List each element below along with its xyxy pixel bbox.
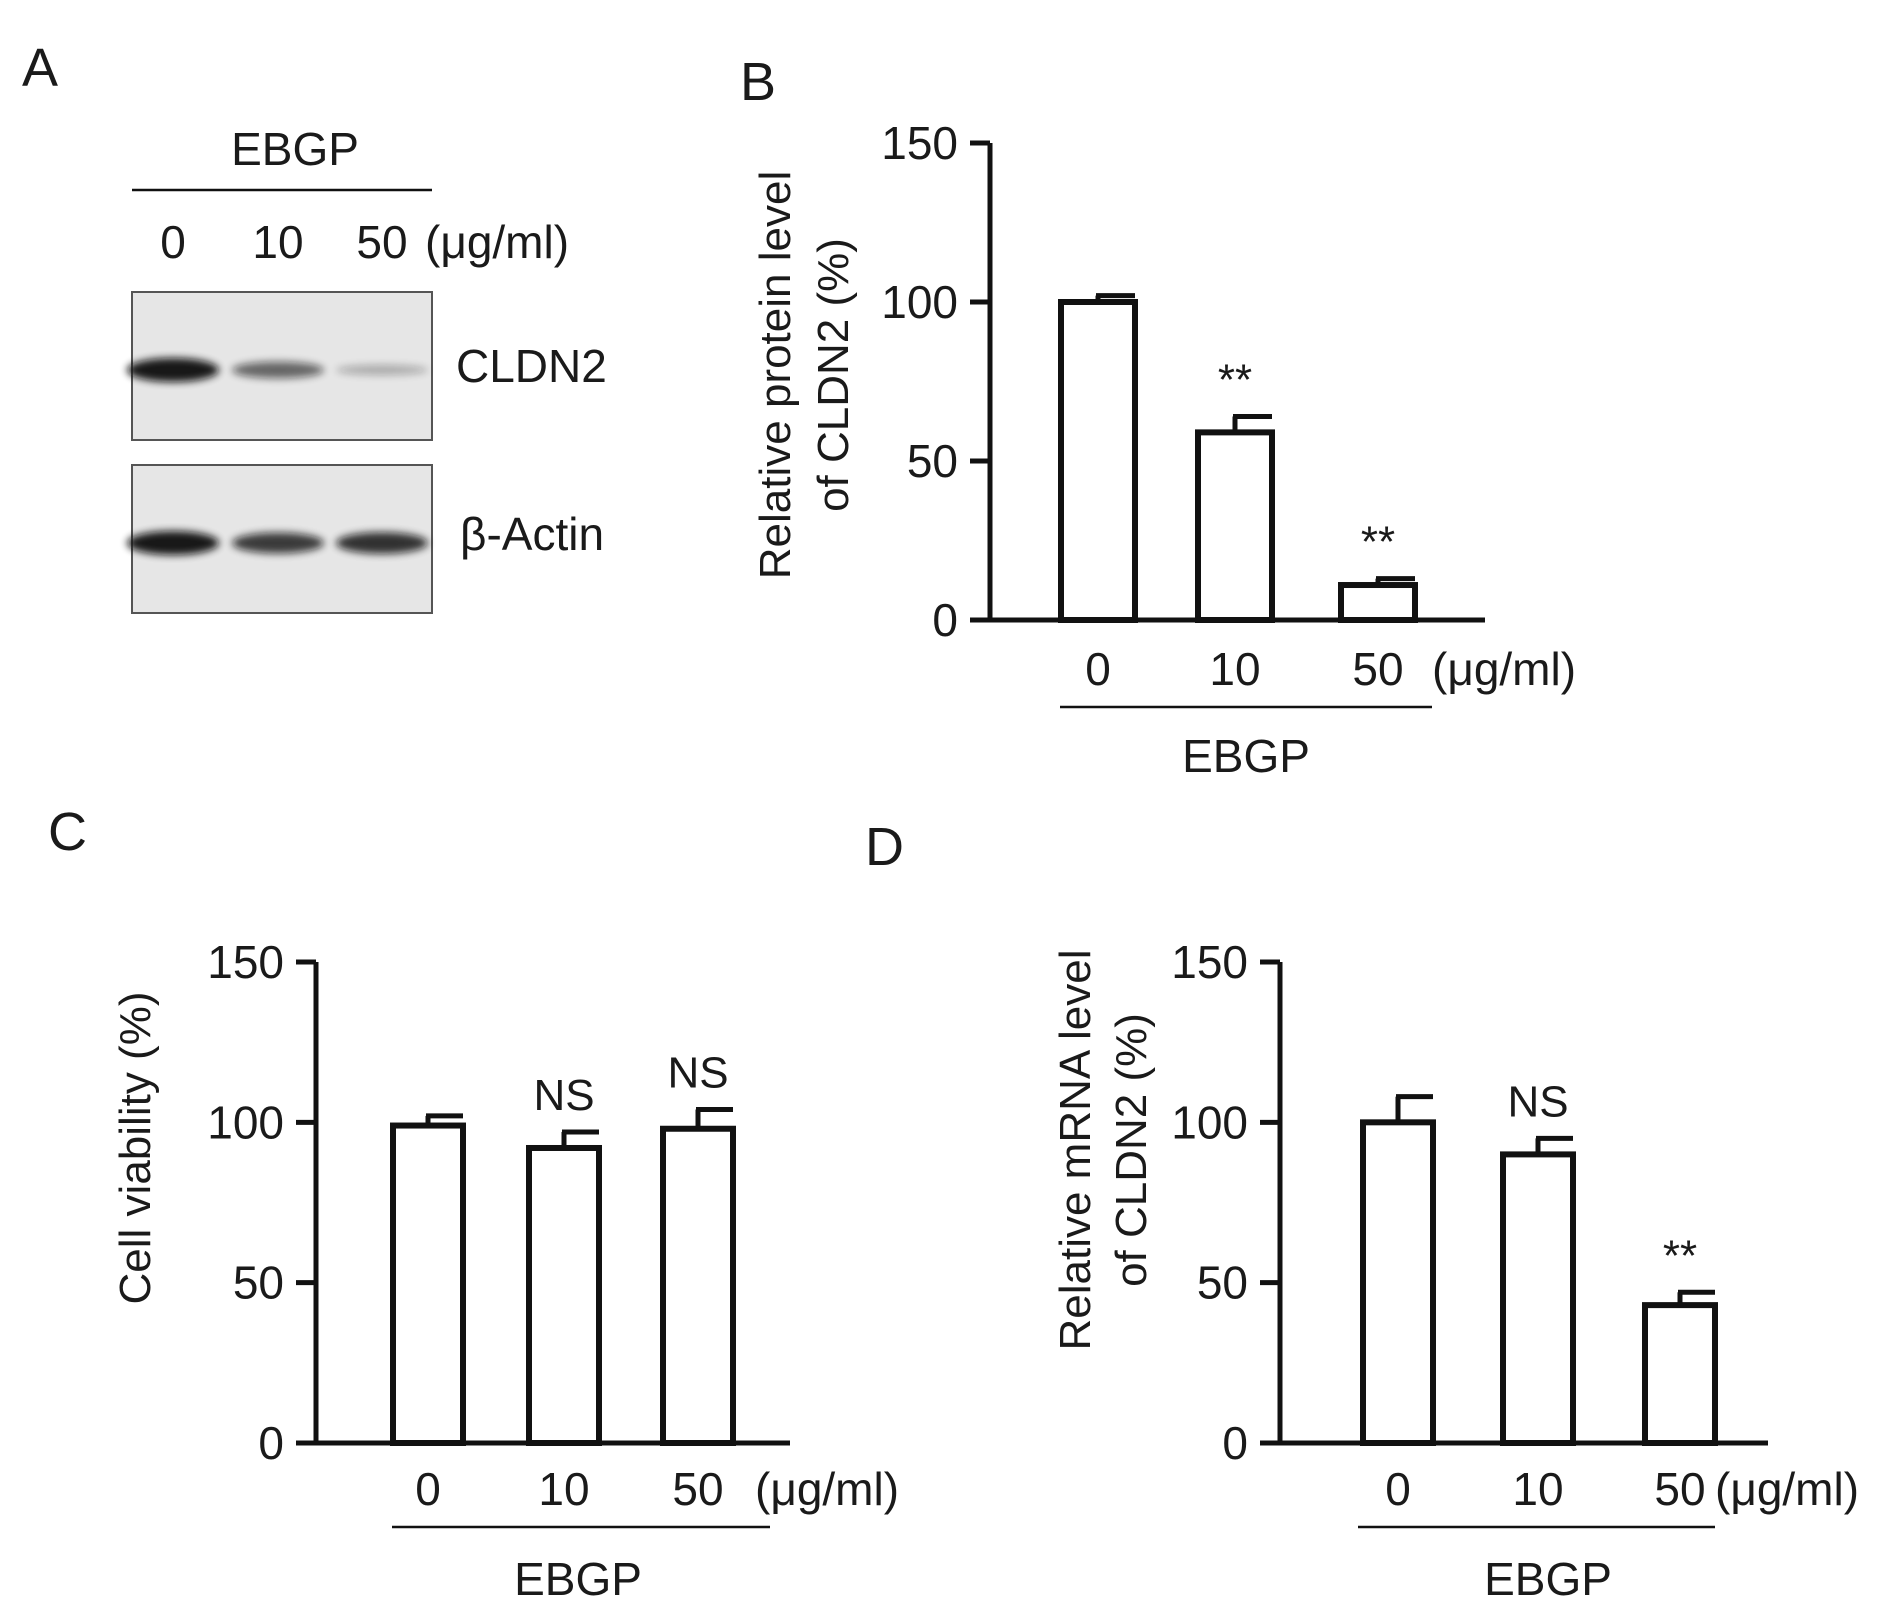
panel-c-significance-2: NS (667, 1049, 728, 1098)
panel-c-axes (313, 962, 790, 1446)
actin-bands (127, 531, 428, 555)
panel-d-group-label: EBGP (1484, 1553, 1612, 1605)
panel-c-chart: C Cell viability (%) 0 50 100 150 NS NS 0 10 5… (48, 802, 899, 1605)
panel-b-ytick-label-0: 0 (932, 594, 958, 646)
panel-b-x-labels: 0 10 50 (1085, 643, 1403, 695)
panel-d-bars: NS ** (1360, 1077, 1718, 1447)
panel-b-y-ticks: 0 50 100 150 (881, 117, 990, 646)
panel-d-ylabel-line2: of CLDN2 (%) (1107, 1013, 1156, 1287)
panel-b-xlabel-50: 50 (1352, 643, 1403, 695)
panel-b-bar-2 (1338, 582, 1418, 624)
panel-b-chart: B Relative protein level of CLDN2 (%) 0 5… (740, 52, 1576, 782)
cldn2-band-lane-1 (232, 361, 324, 379)
panel-d-xlabel-0: 0 (1385, 1463, 1411, 1515)
panel-c-ytick-label-150: 150 (207, 936, 284, 988)
panel-c-x-labels: 0 10 50 (415, 1463, 723, 1515)
blot-dose-0: 0 (160, 216, 186, 268)
panel-c-bars: NS NS (390, 1049, 736, 1447)
panel-a-letter: A (22, 38, 58, 98)
panel-c-group-label: EBGP (514, 1553, 642, 1605)
panel-c-ytick-label-100: 100 (207, 1096, 284, 1148)
panel-d-xlabel-50: 50 (1654, 1463, 1705, 1515)
panel-c-y-ticks: 0 50 100 150 (207, 936, 316, 1469)
panel-d-ytick-label-0: 0 (1222, 1417, 1248, 1469)
panel-c-ytick-label-0: 0 (258, 1417, 284, 1469)
cldn2-band-lane-0 (127, 358, 219, 382)
blot-unit: (μg/ml) (425, 216, 569, 268)
panel-c-bar-1 (526, 1144, 602, 1447)
panel-d-axes (1277, 962, 1768, 1446)
panel-d-bar-1 (1500, 1151, 1576, 1447)
panel-d-ytick-label-50: 50 (1197, 1257, 1248, 1309)
panel-d-unit: (μg/ml) (1715, 1463, 1859, 1515)
blot-dose-10: 10 (252, 216, 303, 268)
panel-d-chart: D Relative mRNA level of CLDN2 (%) 0 50 10… (865, 817, 1859, 1605)
panel-b-ytick-label-50: 50 (907, 435, 958, 487)
panel-c-letter: C (48, 802, 87, 862)
panel-d-y-ticks: 0 50 100 150 (1171, 936, 1280, 1469)
panel-b-bar-0 (1058, 299, 1138, 623)
panel-b-ylabel-line1: Relative protein level (751, 171, 800, 579)
panel-a-western-blot: A EBGP 0 10 50 (μg/ml) CLDN2 β-Actin (22, 38, 607, 614)
panel-d-significance-2: ** (1663, 1231, 1697, 1280)
panel-b-xlabel-10: 10 (1209, 643, 1260, 695)
panel-d-letter: D (865, 817, 904, 877)
panel-c-xlabel-10: 10 (538, 1463, 589, 1515)
panel-d-significance-1: NS (1507, 1077, 1568, 1126)
panel-c-xlabel-50: 50 (672, 1463, 723, 1515)
panel-d-ytick-label-150: 150 (1171, 936, 1248, 988)
actin-band-lane-2 (336, 532, 428, 554)
actin-band-lane-0 (127, 531, 219, 555)
blot-band-label-actin: β-Actin (460, 508, 604, 560)
panel-c-unit: (μg/ml) (755, 1463, 899, 1515)
panel-c-ytick-label-50: 50 (233, 1257, 284, 1309)
panel-b-ylabel-line2: of CLDN2 (%) (809, 238, 858, 512)
cldn2-bands (127, 358, 428, 382)
panel-b-ytick-label-100: 100 (881, 276, 958, 328)
panel-d-bar-2 (1642, 1302, 1718, 1446)
blot-band-label-cldn2: CLDN2 (456, 340, 607, 392)
panel-b-letter: B (740, 52, 776, 112)
actin-band-lane-1 (232, 532, 324, 554)
panel-d-xlabel-10: 10 (1512, 1463, 1563, 1515)
panel-d-bar-0 (1360, 1119, 1436, 1447)
panel-b-xlabel-0: 0 (1085, 643, 1111, 695)
panel-b-significance-2: ** (1361, 518, 1395, 567)
panel-c-bar-2 (660, 1125, 736, 1447)
panel-b-ytick-label-150: 150 (881, 117, 958, 169)
panel-d-ytick-label-100: 100 (1171, 1096, 1248, 1148)
blot-dose-50: 50 (356, 216, 407, 268)
panel-b-bars: ** ** (1058, 293, 1418, 624)
panel-b-group-label: EBGP (1182, 730, 1310, 782)
panel-c-ylabel: Cell viability (%) (111, 992, 160, 1305)
panel-d-x-labels: 0 10 50 (1385, 1463, 1705, 1515)
panel-c-significance-1: NS (533, 1071, 594, 1120)
panel-c-bar-0 (390, 1122, 466, 1447)
cldn2-band-lane-2 (336, 364, 428, 376)
panel-b-bar-1 (1195, 429, 1275, 623)
blot-treatment-label: EBGP (231, 123, 359, 175)
panel-d-ylabel-line1: Relative mRNA level (1051, 949, 1100, 1350)
panel-b-axes (987, 143, 1485, 623)
panel-c-xlabel-0: 0 (415, 1463, 441, 1515)
panel-b-significance-1: ** (1218, 355, 1252, 404)
panel-b-unit: (μg/ml) (1432, 643, 1576, 695)
